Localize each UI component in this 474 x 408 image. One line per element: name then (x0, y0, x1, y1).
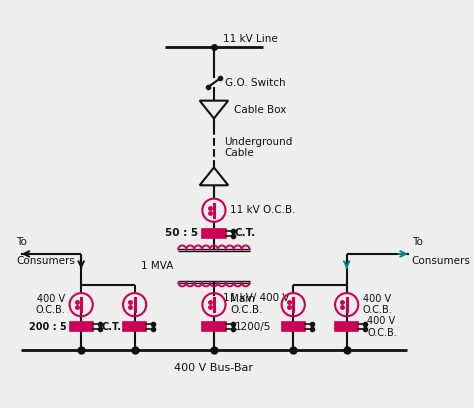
Bar (202, 229, 226, 238)
Text: G.O. Switch: G.O. Switch (225, 78, 285, 88)
Text: 1200/5: 1200/5 (235, 322, 271, 332)
Text: Cable Box: Cable Box (234, 104, 286, 115)
Text: C.T.: C.T. (235, 228, 255, 238)
Bar (202, 322, 226, 331)
Text: 400 V
O.C.B.: 400 V O.C.B. (367, 316, 397, 338)
Text: 400 V
O.C.B.: 400 V O.C.B. (36, 294, 65, 315)
Text: 11 kV Line: 11 kV Line (223, 33, 278, 44)
Bar (70, 322, 93, 331)
Text: 200 : 5: 200 : 5 (29, 322, 67, 332)
Bar (123, 322, 146, 331)
Text: Main
O.C.B.: Main O.C.B. (230, 294, 263, 315)
Bar (282, 322, 305, 331)
Text: Consumers: Consumers (412, 256, 471, 266)
Text: 11 kV O.C.B.: 11 kV O.C.B. (230, 205, 295, 215)
Bar (335, 322, 358, 331)
Text: 50 : 5: 50 : 5 (165, 228, 198, 238)
Text: C.T.: C.T. (101, 322, 122, 332)
Text: To: To (412, 237, 423, 247)
Text: 400 V Bus-Bar: 400 V Bus-Bar (174, 363, 254, 373)
Text: Underground: Underground (225, 137, 293, 147)
Text: To: To (16, 237, 27, 247)
Text: Cable: Cable (225, 148, 255, 158)
Text: 400 V
O.C.B.: 400 V O.C.B. (363, 294, 392, 315)
Text: Consumers: Consumers (16, 256, 75, 266)
Text: 11 kV/ 400 V: 11 kV/ 400 V (223, 293, 289, 303)
Text: 1 MVA: 1 MVA (141, 261, 174, 271)
